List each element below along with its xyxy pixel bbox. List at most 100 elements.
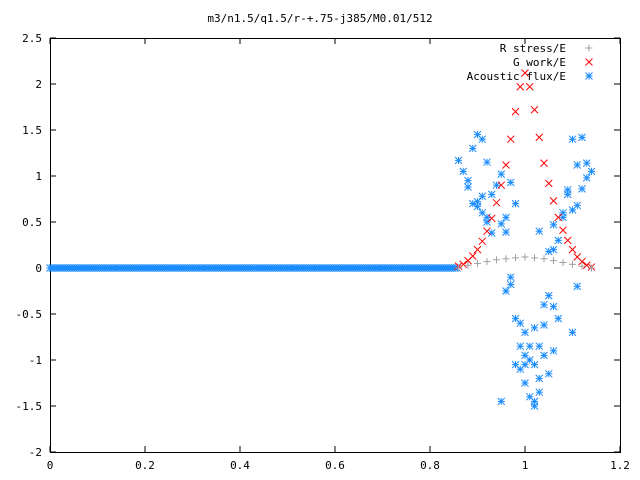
acoustic-flux-e-point (530, 402, 539, 410)
g-work-e-point (540, 159, 548, 167)
acoustic-flux-e-point (487, 190, 496, 199)
acoustic-flux-e-point (535, 342, 544, 351)
g-work-e-point (554, 213, 563, 222)
g-work-e-point (521, 69, 529, 77)
r-stress-e-point (540, 255, 548, 263)
acoustic-flux-e-point (540, 300, 548, 309)
x-tick-label: 0 (47, 459, 54, 472)
acoustic-flux-e-point (582, 173, 591, 182)
acoustic-flux-e-point (563, 190, 572, 199)
r-stress-e-point (588, 264, 595, 272)
acoustic-flux-e-point (578, 133, 586, 142)
acoustic-flux-e-point (540, 321, 548, 329)
r-stress-e-point (512, 254, 519, 262)
r-stress-e-point (455, 264, 462, 272)
legend-marker (585, 58, 593, 66)
acoustic-flux-e-point (464, 176, 472, 185)
acoustic-flux-e-point (502, 213, 510, 222)
acoustic-flux-e-point (483, 158, 491, 167)
chart-title: m3/n1.5/q1.5/r-+.75-j385/M0.01/512 (207, 12, 432, 25)
y-tick-label: 1 (35, 170, 42, 183)
series-marks (46, 69, 596, 410)
acoustic-flux-e-point (535, 388, 544, 397)
acoustic-flux-e-point (544, 369, 553, 378)
acoustic-flux-e-point (530, 360, 539, 369)
r-stress-e-point (474, 259, 481, 267)
acoustic-flux-e-point (502, 228, 510, 236)
g-work-e-point (516, 82, 525, 91)
r-stress-e-point (493, 256, 500, 264)
acoustic-flux-e-point (478, 208, 487, 217)
g-work-e-point (483, 227, 491, 236)
g-work-e-point (544, 179, 553, 188)
legend-label: Acoustic flux/E (467, 70, 566, 83)
x-tick-label: 0.4 (230, 459, 250, 472)
r-stress-e-point (559, 258, 567, 266)
g-work-e-point (459, 260, 468, 269)
y-tick-label: 2 (35, 78, 42, 91)
g-work-e-point (511, 107, 520, 116)
r-stress-e-point (569, 260, 576, 268)
x-tick-label: 0.8 (420, 459, 440, 472)
acoustic-flux-e-point (511, 199, 520, 208)
g-work-e-point (478, 237, 487, 246)
y-tick-label: -2 (29, 446, 42, 459)
acoustic-flux-e-point (459, 167, 468, 176)
acoustic-flux-e-point (483, 218, 491, 226)
acoustic-flux-e-point (568, 135, 577, 144)
acoustic-flux-e-point (521, 351, 529, 360)
g-work-e-point (568, 245, 577, 254)
acoustic-flux-e-point (535, 227, 544, 236)
g-work-e-point (563, 236, 572, 245)
acoustic-flux-e-point (478, 135, 487, 144)
legend-marker (585, 44, 593, 52)
acoustic-flux-e-point (578, 185, 586, 193)
acoustic-flux-e-point (473, 197, 482, 206)
g-work-e-point (506, 135, 515, 144)
legend-marker (585, 72, 593, 80)
g-work-e-point (549, 196, 558, 205)
g-work-e-point (502, 161, 510, 169)
legend-label: G work/E (513, 56, 566, 69)
g-work-e-point (559, 226, 567, 235)
acoustic-flux-e-point (573, 201, 582, 210)
acoustic-flux-e-point (582, 159, 591, 167)
g-work-e-point (487, 214, 496, 223)
acoustic-flux-e-point (454, 156, 463, 165)
acoustic-flux-e-point (587, 167, 596, 176)
g-work-e-point (530, 105, 539, 114)
acoustic-flux-e-point (530, 323, 539, 332)
acoustic-flux-e-point (464, 183, 472, 191)
r-stress-e-point (521, 253, 529, 261)
acoustic-flux-e-point (506, 280, 515, 289)
g-work-e-point (578, 257, 586, 266)
acoustic-flux-e-point (497, 397, 506, 406)
acoustic-flux-e-point (521, 360, 529, 369)
y-tick-label: -0.5 (16, 308, 43, 321)
acoustic-flux-e-point (535, 374, 544, 383)
y-tick-label: 0 (35, 262, 42, 275)
y-tick-label: 1.5 (22, 124, 42, 137)
g-work-e-point (473, 245, 482, 254)
y-tick-label: 2.5 (22, 32, 42, 45)
g-work-e-point (497, 181, 506, 190)
acoustic-flux-e-point (549, 220, 558, 229)
x-tick-label: 1 (522, 459, 529, 472)
acoustic-flux-e-point (502, 287, 510, 295)
acoustic-flux-e-point (554, 314, 563, 323)
acoustic-flux-e-point (521, 328, 529, 337)
g-work-e-point (525, 82, 534, 91)
acoustic-flux-e-point (516, 319, 525, 328)
x-tick-label: 0.2 (135, 459, 155, 472)
acoustic-flux-e-point (549, 245, 558, 254)
g-work-e-point (468, 252, 477, 260)
acoustic-flux-e-point (506, 178, 515, 187)
y-tick-label: -1.5 (16, 400, 43, 413)
acoustic-flux-e-point (573, 282, 582, 291)
g-work-e-point (492, 198, 501, 207)
legend-label: R stress/E (500, 42, 566, 55)
y-tick-label: -1 (29, 354, 42, 367)
r-stress-e-point (578, 262, 586, 270)
g-work-e-point (535, 133, 544, 142)
acoustic-flux-e-point (468, 144, 477, 153)
